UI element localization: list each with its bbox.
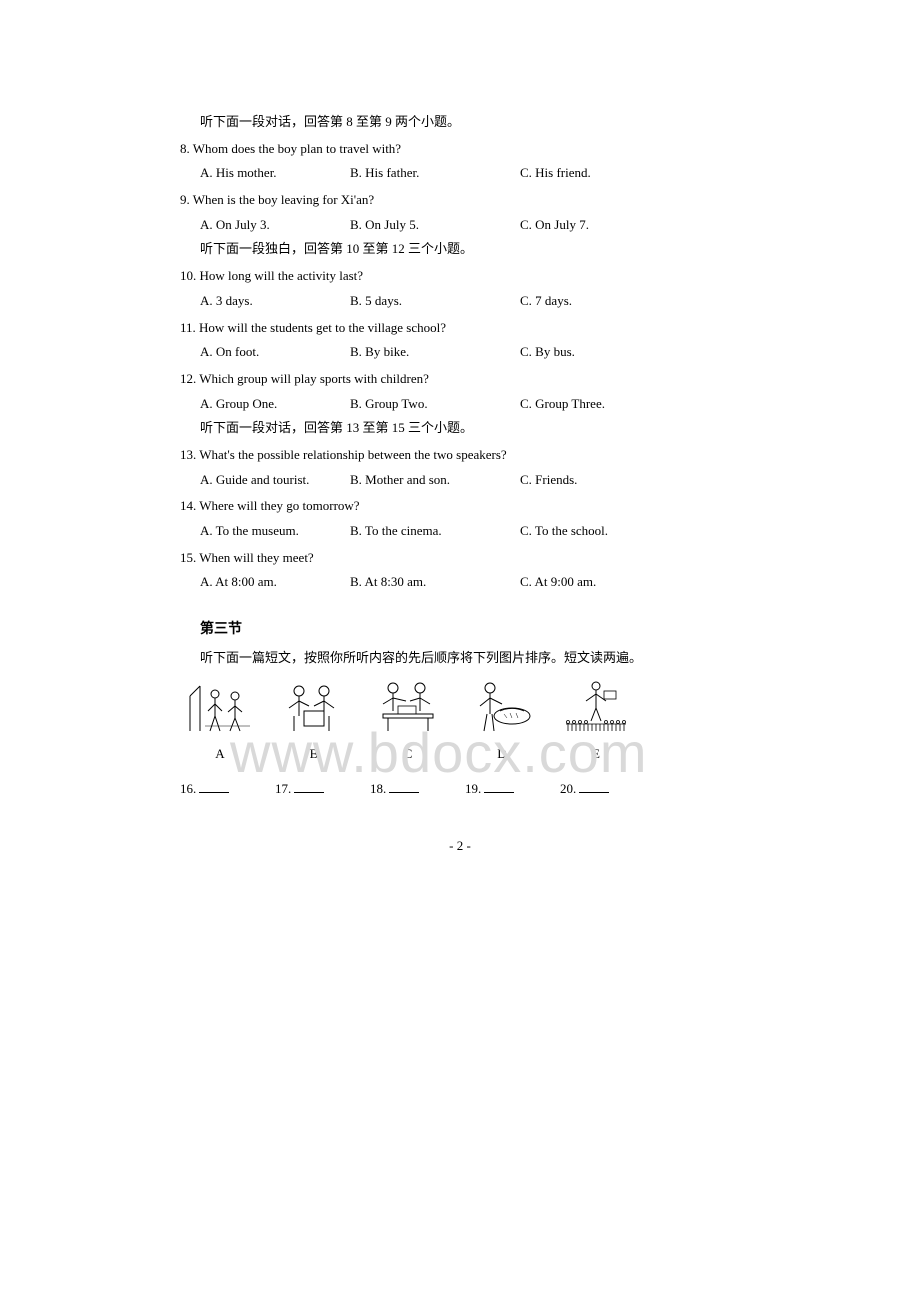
option-10c: C. 7 days. [520,289,572,314]
blank-17-num: 17. [275,777,291,802]
option-11a: A. On foot. [200,340,350,365]
option-9c: C. On July 7. [520,213,589,238]
page-number: - 2 - [180,834,740,859]
option-15b: B. At 8:30 am. [350,570,520,595]
options-11: A. On foot. B. By bike. C. By bus. [180,340,740,365]
option-10a: A. 3 days. [200,289,350,314]
option-14a: A. To the museum. [200,519,350,544]
picture-e [556,676,636,738]
options-15: A. At 8:00 am. B. At 8:30 am. C. At 9:00… [180,570,740,595]
options-13: A. Guide and tourist. B. Mother and son.… [180,468,740,493]
label-d: D [462,742,542,767]
blank-18-num: 18. [370,777,386,802]
option-10b: B. 5 days. [350,289,520,314]
question-13: 13. What's the possible relationship bet… [180,443,740,468]
option-14b: B. To the cinema. [350,519,520,544]
option-9b: B. On July 5. [350,213,520,238]
picture-a [180,676,260,738]
option-13c: C. Friends. [520,468,577,493]
blank-17: 17. [275,777,370,802]
blank-18-line [389,780,419,793]
option-13b: B. Mother and son. [350,468,520,493]
question-11: 11. How will the students get to the vil… [180,316,740,341]
option-14c: C. To the school. [520,519,608,544]
option-11c: C. By bus. [520,340,575,365]
question-14: 14. Where will they go tomorrow? [180,494,740,519]
blanks-row: 16. 17. 18. 19. 20. [180,777,740,802]
blank-18: 18. [370,777,465,802]
picture-c [368,676,448,738]
blank-19-line [484,780,514,793]
question-9: 9. When is the boy leaving for Xi'an? [180,188,740,213]
question-12: 12. Which group will play sports with ch… [180,367,740,392]
blank-20: 20. [560,777,609,802]
instruction-8-9: 听下面一段对话，回答第 8 至第 9 两个小题。 [180,110,740,135]
instruction-13-15: 听下面一段对话，回答第 13 至第 15 三个小题。 [180,416,740,441]
option-12c: C. Group Three. [520,392,605,417]
question-15: 15. When will they meet? [180,546,740,571]
option-12a: A. Group One. [200,392,350,417]
picture-row [180,676,740,738]
blank-17-line [294,780,324,793]
section-3-desc: 听下面一篇短文，按照你所听内容的先后顺序将下列图片排序。短文读两遍。 [180,646,740,671]
options-9: A. On July 3. B. On July 5. C. On July 7… [180,213,740,238]
options-8: A. His mother. B. His father. C. His fri… [180,161,740,186]
option-8a: A. His mother. [200,161,350,186]
blank-16-line [199,780,229,793]
options-12: A. Group One. B. Group Two. C. Group Thr… [180,392,740,417]
option-11b: B. By bike. [350,340,520,365]
options-14: A. To the museum. B. To the cinema. C. T… [180,519,740,544]
option-12b: B. Group Two. [350,392,520,417]
options-10: A. 3 days. B. 5 days. C. 7 days. [180,289,740,314]
label-a: A [180,742,260,767]
option-15a: A. At 8:00 am. [200,570,350,595]
picture-d [462,676,542,738]
section-3-title: 第三节 [180,617,740,644]
picture-labels: A B C D E [180,742,740,767]
blank-16-num: 16. [180,777,196,802]
question-10: 10. How long will the activity last? [180,264,740,289]
instruction-10-12: 听下面一段独白，回答第 10 至第 12 三个小题。 [180,237,740,262]
option-8b: B. His father. [350,161,520,186]
question-8: 8. Whom does the boy plan to travel with… [180,137,740,162]
option-15c: C. At 9:00 am. [520,570,596,595]
option-13a: A. Guide and tourist. [200,468,350,493]
option-8c: C. His friend. [520,161,591,186]
option-9a: A. On July 3. [200,213,350,238]
label-c: C [368,742,448,767]
blank-19-num: 19. [465,777,481,802]
blank-20-num: 20. [560,777,576,802]
picture-b [274,676,354,738]
exam-page: 听下面一段对话，回答第 8 至第 9 两个小题。 8. Whom does th… [0,0,920,858]
blank-20-line [579,780,609,793]
blank-16: 16. [180,777,275,802]
label-e: E [556,742,636,767]
blank-19: 19. [465,777,560,802]
label-b: B [274,742,354,767]
